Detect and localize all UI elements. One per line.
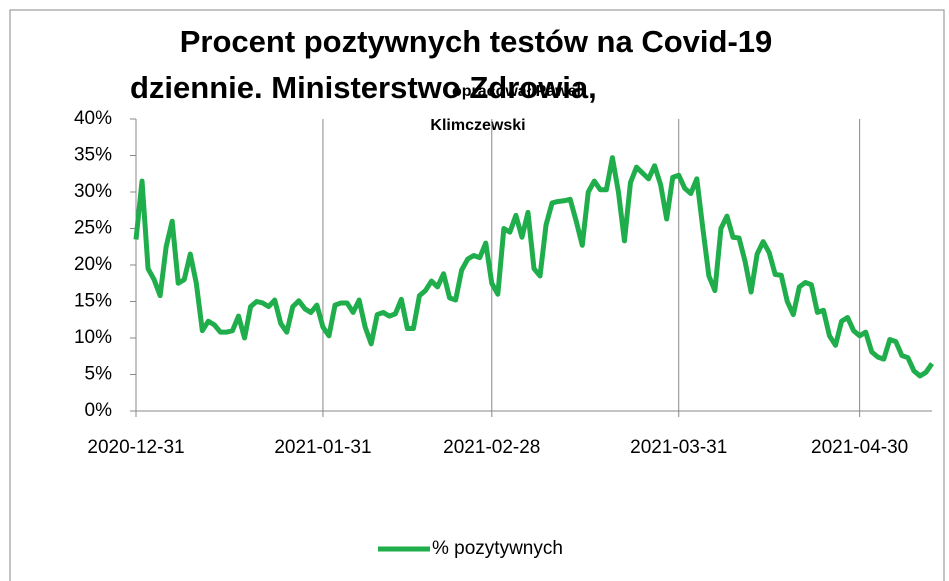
y-tick-label: 15% xyxy=(74,291,112,312)
chart-title: Procent poztywnych testów na Covid-19 xyxy=(180,24,773,59)
chart-subtitle: Klimczewski xyxy=(430,117,525,134)
data-line xyxy=(133,155,935,379)
y-tick-label: 25% xyxy=(74,218,112,239)
x-tick-label: 2020-12-31 xyxy=(87,437,184,458)
chart-subtitle: opracował Paweł xyxy=(452,83,581,100)
y-tick-label: 35% xyxy=(74,145,112,166)
y-tick-label: 10% xyxy=(74,327,112,348)
y-tick-label: 0% xyxy=(85,400,113,421)
x-tick-label: 2021-01-31 xyxy=(274,437,371,458)
y-tick-label: 40% xyxy=(74,108,112,129)
legend-label: % pozytywnych xyxy=(432,538,563,559)
y-tick-label: 20% xyxy=(74,254,112,275)
x-tick-label: 2021-03-31 xyxy=(630,437,727,458)
x-tick-label: 2021-02-28 xyxy=(443,437,540,458)
x-tick-label: 2021-04-30 xyxy=(811,437,908,458)
chart-title: dziennie. Ministerstwo Zdrowia, xyxy=(130,70,597,105)
y-tick-label: 30% xyxy=(74,181,112,202)
y-tick-label: 5% xyxy=(85,364,113,385)
